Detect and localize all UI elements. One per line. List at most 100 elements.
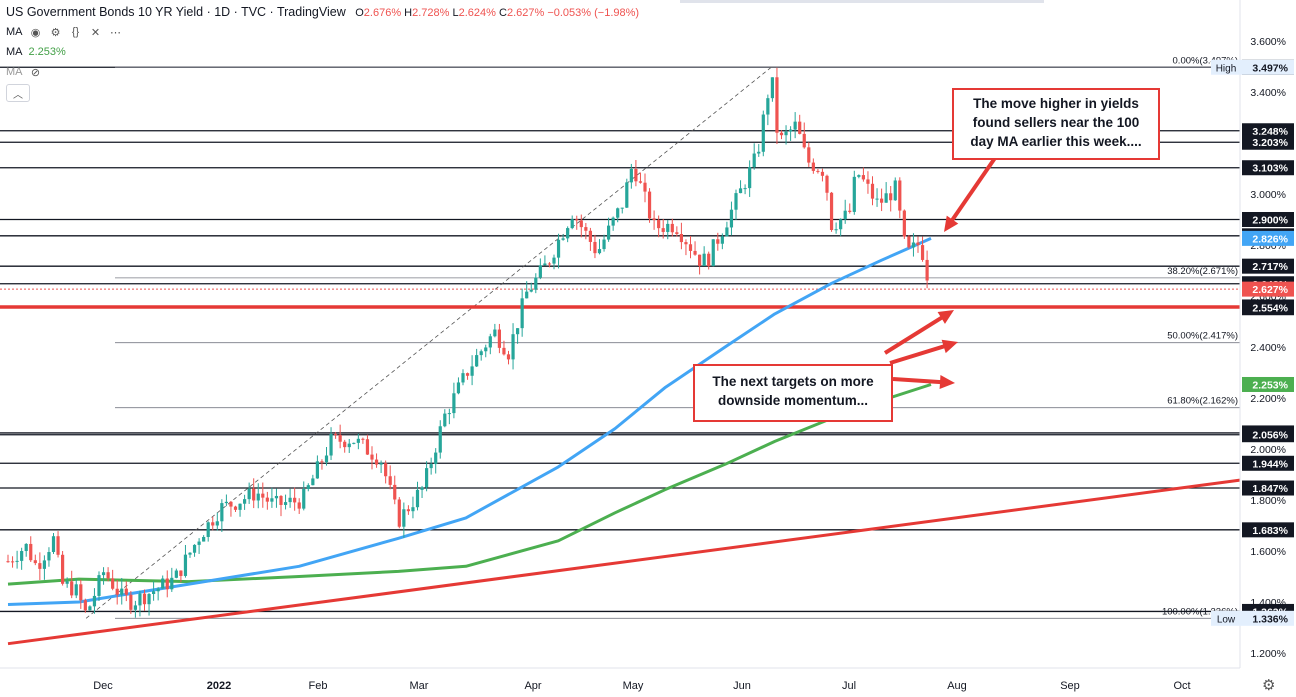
- candle-body: [647, 191, 652, 219]
- candle-body: [47, 552, 51, 561]
- candle-body: [274, 495, 279, 499]
- candle-body: [29, 543, 33, 561]
- candle-body: [789, 129, 793, 132]
- candle-body: [870, 183, 875, 199]
- candle-body: [384, 463, 388, 477]
- candle-body: [720, 236, 724, 244]
- candle-body: [534, 277, 538, 290]
- candle-body: [475, 355, 479, 367]
- candle-body: [775, 77, 779, 133]
- more-icon[interactable]: ⋯: [110, 26, 121, 39]
- candle-body: [397, 499, 401, 527]
- candle-body: [311, 478, 315, 486]
- candle-body: [188, 552, 192, 555]
- candle-body: [306, 485, 310, 489]
- candle-body: [506, 354, 511, 360]
- price-level-badge: [1242, 480, 1294, 496]
- ma-indicator-2[interactable]: MA 2.253%: [6, 46, 66, 58]
- arrow-to-ma200: [892, 377, 944, 385]
- candle-body: [511, 334, 515, 360]
- price-axis-bg: [1240, 0, 1296, 697]
- price-level-badge: [1242, 134, 1294, 150]
- candle-body: [61, 554, 65, 584]
- candle-body: [334, 434, 338, 436]
- ohlc-readout: O2.676% H2.728% L2.624% C2.627% −0.053% …: [355, 7, 640, 19]
- x-tick-label: 2022: [207, 680, 231, 692]
- candle-body: [106, 572, 110, 579]
- candle-body: [174, 570, 178, 578]
- candle-body: [456, 382, 461, 394]
- eye-icon[interactable]: ◉: [30, 26, 41, 39]
- candle-body: [693, 250, 697, 255]
- candle-body: [65, 581, 69, 584]
- candle-body: [802, 133, 806, 148]
- candle-body: [729, 209, 734, 228]
- value-badge-label: 2.826%: [1252, 233, 1288, 245]
- candle-body: [142, 593, 147, 605]
- ma-indicator-1[interactable]: MA ◉ ⚙ {} ✕ ⋯: [6, 26, 121, 39]
- candle-body: [92, 595, 97, 607]
- candle-body: [707, 253, 711, 267]
- candle-body: [247, 488, 251, 500]
- ma-indicator-3[interactable]: MA ⊘: [6, 65, 43, 79]
- candle-body: [793, 121, 797, 130]
- y-tick-label: 2.200%: [1250, 393, 1286, 405]
- candle-body: [370, 454, 374, 460]
- candles: [6, 67, 929, 618]
- candle-body: [361, 438, 365, 440]
- price-level-badge: [1242, 212, 1294, 227]
- candle-body: [315, 461, 319, 479]
- price-level-badge-label: 1.944%: [1252, 458, 1288, 470]
- candle-body: [324, 455, 329, 463]
- gear-icon[interactable]: ⚙: [50, 26, 61, 39]
- candle-body: [406, 509, 410, 512]
- candle-body: [270, 498, 274, 502]
- candle-body: [20, 551, 24, 561]
- candle-body: [388, 476, 392, 485]
- candle-body: [556, 239, 561, 258]
- candle-body: [834, 229, 838, 231]
- price-level-badge-label: 1.847%: [1252, 483, 1288, 495]
- close-icon[interactable]: ✕: [90, 26, 101, 39]
- candle-body: [725, 227, 729, 237]
- candle-body: [643, 182, 647, 192]
- candle-body: [224, 501, 228, 504]
- candle-body: [902, 210, 906, 237]
- candle-body: [279, 495, 283, 505]
- candle-body: [675, 232, 679, 234]
- candle-body: [256, 493, 260, 501]
- candle-body: [861, 175, 865, 180]
- candle-body: [329, 434, 333, 456]
- candle-body: [734, 193, 738, 210]
- candle-body: [538, 265, 542, 278]
- candle-body: [875, 198, 879, 200]
- y-tick-label: 1.800%: [1250, 495, 1286, 507]
- price-level-badge: [1242, 427, 1294, 443]
- symbol-title[interactable]: US Government Bonds 10 YR Yield · 1D · T…: [6, 5, 346, 19]
- candle-body: [770, 77, 774, 99]
- candle-body: [670, 223, 674, 233]
- candle-body: [438, 426, 442, 453]
- candle-body: [429, 464, 433, 469]
- candle-body: [129, 594, 133, 610]
- y-tick-label: 3.000%: [1250, 189, 1286, 201]
- side-badge: [1211, 59, 1242, 75]
- candle-body: [529, 289, 533, 292]
- collapse-legend-button[interactable]: ︿: [6, 84, 30, 102]
- eye-off-icon[interactable]: ⊘: [30, 66, 41, 79]
- candle-body: [552, 257, 556, 264]
- x-tick-label: May: [623, 680, 644, 692]
- price-level-badge: [1242, 300, 1294, 316]
- y-tick-label: 3.600%: [1250, 36, 1286, 48]
- x-tick-label: Jun: [733, 680, 751, 692]
- callout-bottom: The next targets on more downside moment…: [693, 364, 893, 422]
- braces-icon[interactable]: {}: [71, 26, 80, 38]
- candle-body: [51, 536, 56, 553]
- candle-body: [402, 509, 406, 527]
- chart-settings-gear-icon[interactable]: ⚙: [1262, 677, 1276, 694]
- candle-body: [197, 541, 201, 545]
- candle-body: [347, 443, 351, 448]
- price-level-badge: [1242, 522, 1294, 538]
- candle-body: [133, 605, 137, 610]
